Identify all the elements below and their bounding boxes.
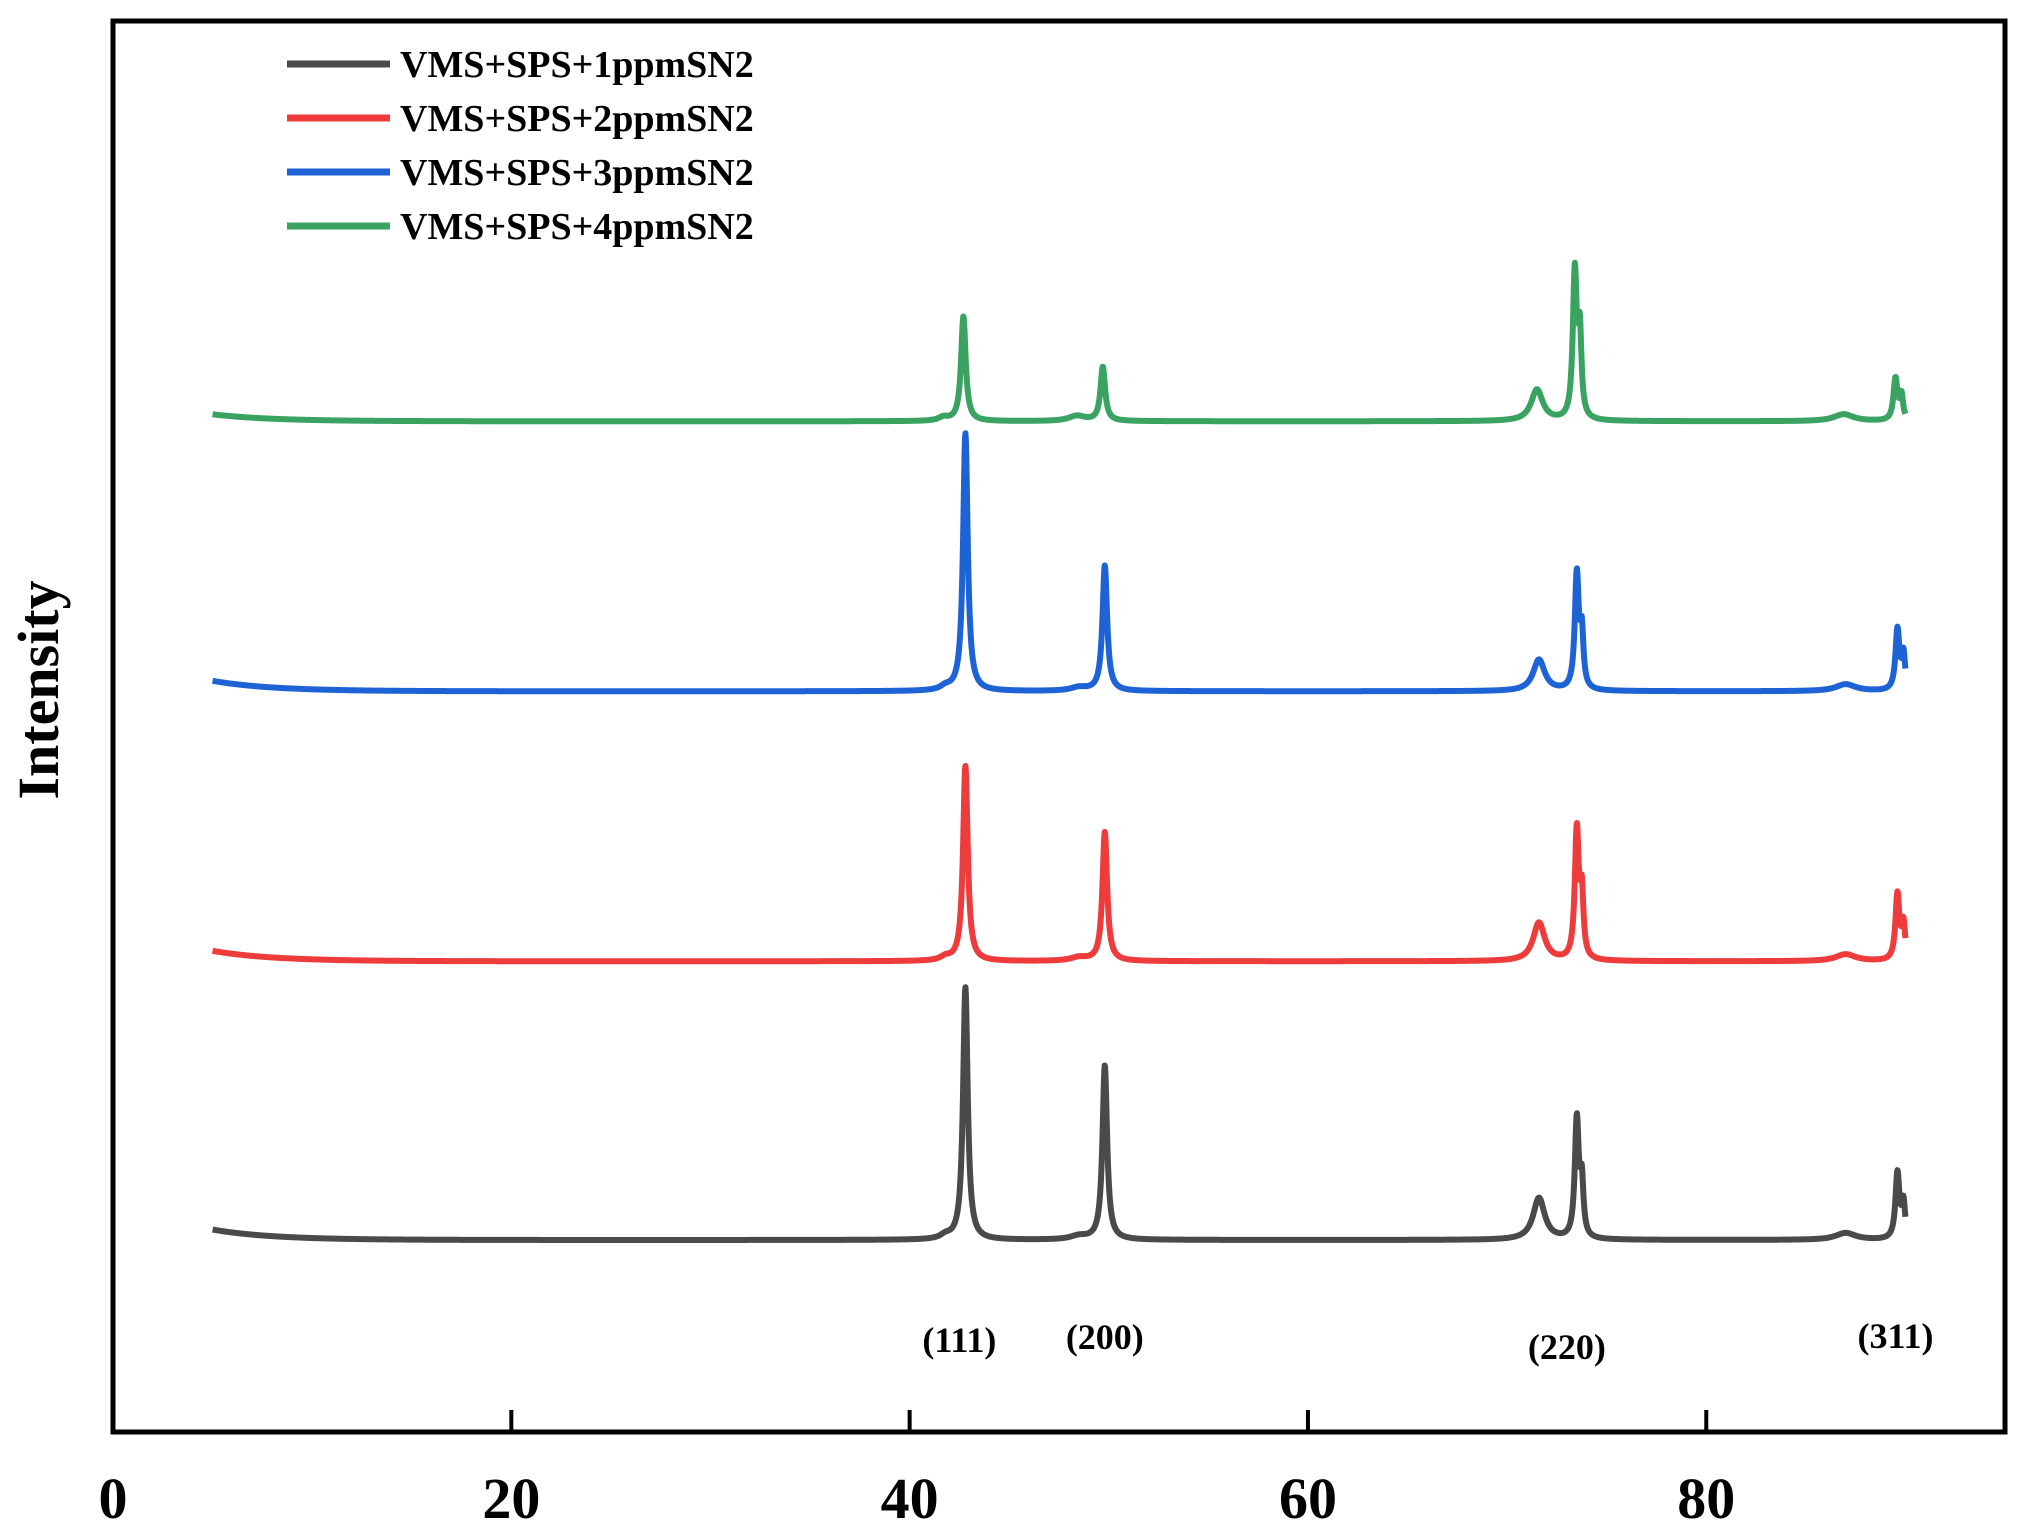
x-tick-label: 20 [482,1466,540,1531]
peak-annotation: (220) [1528,1327,1606,1367]
series-layer [210,259,1909,1243]
x-tick-label: 0 [99,1466,128,1531]
x-tick-label: 80 [1677,1466,1735,1531]
plot-frame [110,18,2008,1435]
legend: VMS+SPS+1ppmSN2 VMS+SPS+2ppmSN2 VMS+SPS+3p… [287,44,754,248]
series-line-4 [210,259,1909,425]
x-axis: 0 20 40 60 80 [99,1410,1735,1531]
legend-label-2: VMS+SPS+2ppmSN2 [400,98,754,140]
series-line-3 [210,430,1909,695]
x-tick-label: 60 [1279,1466,1337,1531]
legend-label-4: VMS+SPS+4ppmSN2 [400,206,754,248]
series-line-1 [210,984,1909,1243]
y-axis-title: Intensity [6,580,71,799]
peak-annotation: (111) [922,1320,996,1360]
series-line-2 [210,762,1909,965]
x-tick-label: 40 [881,1466,939,1531]
legend-label-1: VMS+SPS+1ppmSN2 [400,44,754,86]
peak-annotation: (200) [1066,1317,1144,1357]
annotations: (111) (200) (220) (311) [922,1316,1933,1367]
legend-label-3: VMS+SPS+3ppmSN2 [400,152,754,194]
peak-annotation: (311) [1857,1316,1933,1356]
